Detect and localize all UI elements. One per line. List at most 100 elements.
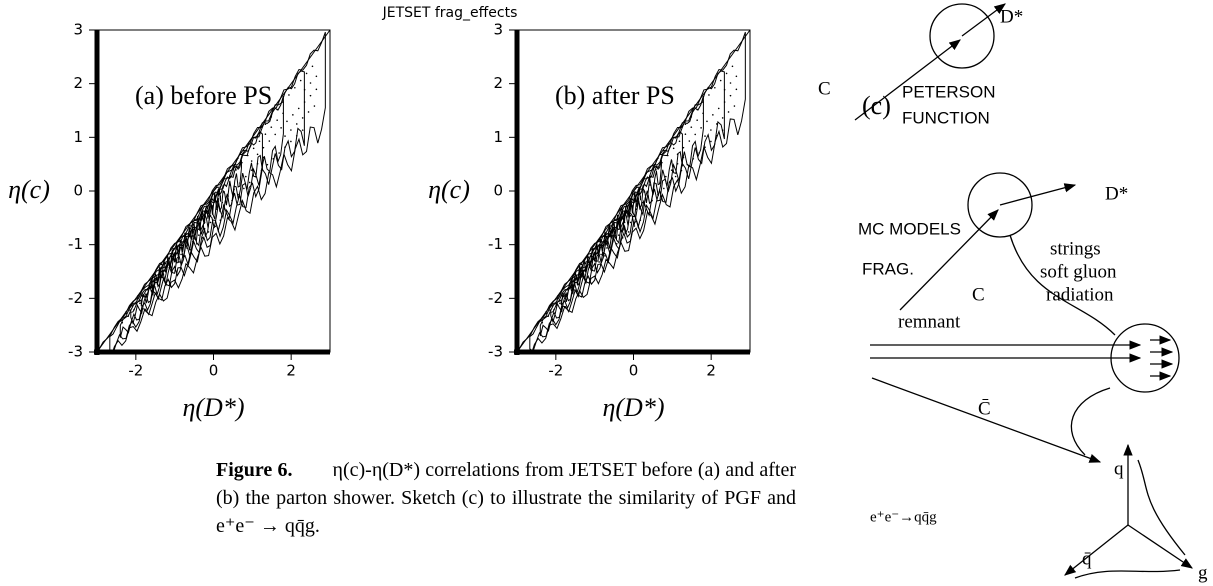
dot (256, 163, 259, 165)
dot (600, 253, 602, 256)
y-tick-label: 2 (493, 74, 503, 92)
dot (684, 133, 687, 135)
dot (614, 226, 616, 229)
dot (297, 107, 300, 110)
dot (168, 266, 171, 269)
dot (710, 129, 712, 131)
dot (678, 140, 681, 143)
dot (682, 146, 685, 149)
dot (121, 321, 124, 324)
dot (723, 101, 726, 103)
dot (264, 123, 267, 126)
dot (637, 191, 640, 193)
dot (192, 235, 194, 237)
y-tick-label: -2 (68, 289, 83, 307)
dot (621, 237, 624, 239)
dot (551, 304, 553, 307)
x-tick-label: -2 (548, 362, 563, 380)
dot (696, 108, 698, 111)
dot (262, 146, 265, 149)
dot (252, 147, 255, 150)
dot (301, 129, 304, 131)
dot (557, 297, 559, 299)
dot (719, 79, 722, 82)
parton-label: q̄ (1082, 548, 1092, 569)
dot (564, 293, 567, 295)
contour (571, 186, 641, 291)
y-tick-label: -2 (488, 289, 503, 307)
dot (619, 219, 622, 221)
dot (294, 86, 296, 89)
dot (635, 208, 638, 210)
dot (714, 86, 716, 89)
dot (559, 302, 561, 305)
dot (315, 75, 318, 78)
caption: Figure 6. η(c)-η(D*) correlations from JE… (216, 456, 796, 540)
dot (266, 163, 269, 166)
dot (172, 248, 175, 250)
dot (643, 191, 646, 193)
contour (109, 70, 305, 352)
dot (637, 198, 640, 200)
dot (258, 140, 261, 143)
sketch-label: (c) (862, 91, 891, 120)
dot (256, 153, 259, 156)
dot (606, 247, 608, 249)
dot (625, 212, 628, 214)
dot (670, 160, 673, 162)
dot (239, 182, 241, 184)
dot (137, 297, 139, 299)
dot (158, 270, 161, 272)
dot (309, 94, 312, 97)
dot (131, 304, 133, 307)
dot (588, 266, 591, 269)
arrow (1127, 524, 1193, 569)
dot (305, 72, 308, 75)
dot (702, 112, 704, 115)
parton-label: q (1114, 458, 1124, 479)
dot (733, 105, 736, 107)
dot (690, 116, 693, 118)
dot (194, 226, 196, 229)
y-tick-label: 0 (493, 182, 503, 200)
arrow (999, 183, 1077, 206)
dot (615, 243, 618, 245)
dot (659, 182, 661, 184)
dot (284, 135, 286, 137)
dot (150, 286, 153, 289)
dot (598, 261, 600, 263)
dot (666, 154, 669, 157)
sketch (854, 3, 1193, 579)
dot (657, 193, 659, 196)
dot (715, 134, 718, 137)
y-tick-label: 1 (73, 128, 83, 146)
panel-label: (b) after PS (555, 81, 675, 110)
dot (664, 175, 667, 178)
dot (549, 309, 551, 312)
dot (629, 221, 632, 224)
contour (119, 95, 284, 338)
dot (201, 237, 204, 239)
contour (560, 160, 662, 306)
dot (655, 169, 657, 171)
dot (241, 161, 243, 164)
dot (704, 146, 706, 149)
dot (576, 283, 579, 285)
dot (135, 302, 137, 304)
model-label: MC MODELS (858, 219, 961, 238)
dot (596, 248, 598, 250)
dot (127, 315, 129, 317)
dot (694, 133, 697, 136)
dot (721, 129, 724, 131)
dot (264, 133, 267, 135)
dot (604, 255, 606, 257)
y-tick-label: -1 (68, 235, 83, 253)
dot (727, 111, 730, 113)
x-axis-label: η(D*) (603, 393, 665, 422)
dot (610, 249, 612, 251)
dot (164, 262, 167, 265)
x-tick-label: 2 (286, 362, 296, 380)
arrow (854, 39, 961, 121)
dot (248, 181, 251, 184)
